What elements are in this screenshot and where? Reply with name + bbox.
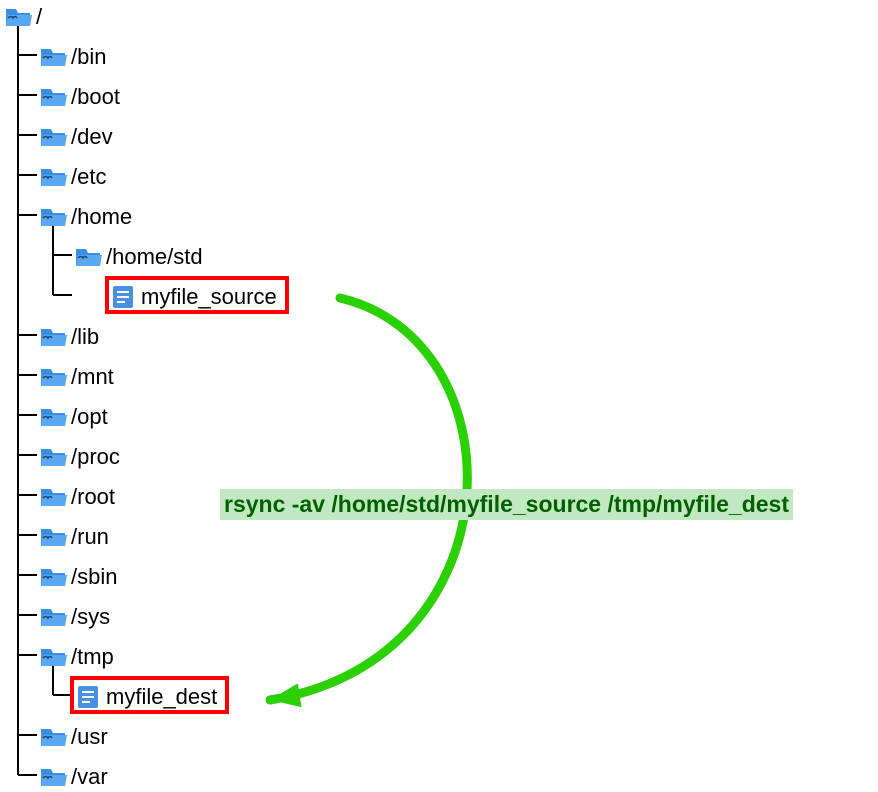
tree-node-src: myfile_source [109,282,277,312]
tree-node-proc: /proc [39,442,120,472]
tree-label: /mnt [67,364,114,390]
folder-icon [39,325,67,349]
folder-icon [39,725,67,749]
tree-node-mnt: /mnt [39,362,114,392]
tree-label: /run [67,524,109,550]
file-icon [109,283,137,311]
tree-node-sys: /sys [39,602,110,632]
tree-node-homestd: /home/std [74,242,203,272]
folder-icon [39,125,67,149]
folder-icon [39,85,67,109]
folder-icon [39,165,67,189]
tree-label: /etc [67,164,106,190]
tree-node-opt: /opt [39,402,108,432]
tree-node-tmp: /tmp [39,642,114,672]
folder-icon [39,525,67,549]
tree-node-dev: /dev [39,122,113,152]
arrow-head-icon [270,683,302,707]
tree-label: myfile_source [137,284,277,310]
tree-node-rootd: /root [39,482,115,512]
tree-node-run: /run [39,522,109,552]
tree-label: /sys [67,604,110,630]
tree-node-sbin: /sbin [39,562,117,592]
folder-icon [39,605,67,629]
file-icon [74,683,102,711]
tree-label: /dev [67,124,113,150]
folder-icon [39,565,67,589]
folder-icon [39,645,67,669]
tree-label: /lib [67,324,99,350]
folder-icon [39,405,67,429]
folder-icon [39,485,67,509]
tree-label: myfile_dest [102,684,217,710]
tree-label: /bin [67,44,106,70]
folder-icon [74,245,102,269]
tree-label: /usr [67,724,108,750]
folder-icon [39,445,67,469]
tree-node-etc: /etc [39,162,106,192]
folder-icon [39,205,67,229]
tree-node-bin: /bin [39,42,106,72]
tree-node-dest: myfile_dest [74,682,217,712]
tree-node-boot: /boot [39,82,120,112]
folder-icon [39,365,67,389]
tree-node-home: /home [39,202,132,232]
tree-label: /root [67,484,115,510]
tree-label: /home [67,204,132,230]
tree-label: /tmp [67,644,114,670]
folder-icon [39,45,67,69]
folder-icon [4,5,32,29]
tree-label: /opt [67,404,108,430]
tree-node-usr: /usr [39,722,108,752]
command-text: rsync -av /home/std/myfile_source /tmp/m… [220,489,793,520]
tree-node-var: /var [39,762,108,792]
tree-label: /var [67,764,108,790]
tree-label: /proc [67,444,120,470]
tree-node-lib: /lib [39,322,99,352]
tree-label: /sbin [67,564,117,590]
tree-label: /home/std [102,244,203,270]
tree-label: / [32,4,42,30]
tree-label: /boot [67,84,120,110]
tree-node-root: / [4,2,42,32]
folder-icon [39,765,67,789]
